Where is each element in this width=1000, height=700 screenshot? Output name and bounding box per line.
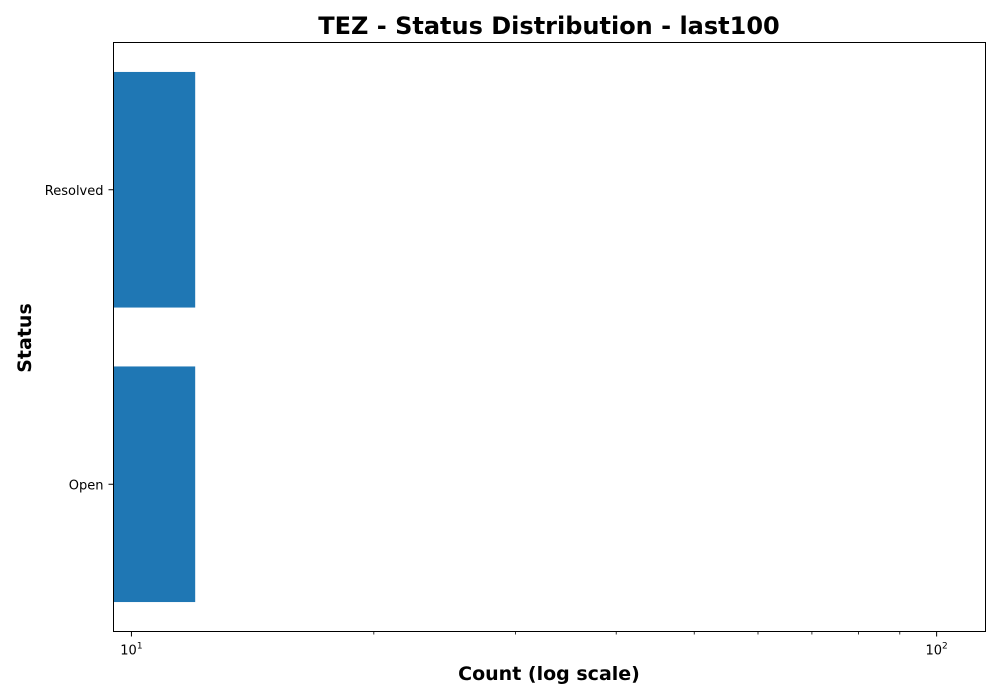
chart-title: TEZ - Status Distribution - last100 <box>318 12 779 40</box>
x-tick-label-100: 102 <box>925 642 947 659</box>
plot-area-frame <box>113 42 986 632</box>
y-axis-ticks: Resolved Open <box>45 184 114 493</box>
bars-layer <box>113 71 196 603</box>
bar-resolved <box>113 71 196 308</box>
y-tick-label-open: Open <box>69 478 104 493</box>
y-axis-label: Status <box>14 303 36 373</box>
x-axis-label: Count (log scale) <box>458 663 640 685</box>
x-axis-ticks: 101 102 <box>120 631 948 659</box>
y-tick-label-resolved: Resolved <box>45 184 104 199</box>
bar-open <box>113 366 196 603</box>
x-tick-label-10: 101 <box>120 642 142 659</box>
